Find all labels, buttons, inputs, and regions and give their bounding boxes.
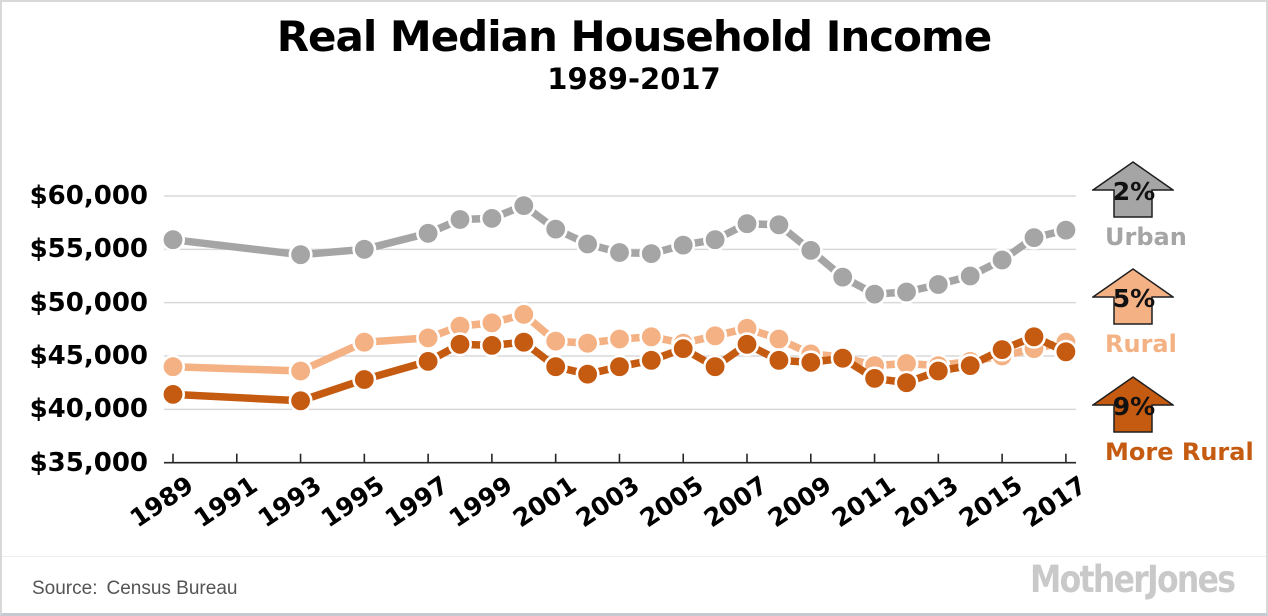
rural-point-1999 [479,310,504,335]
rural-point-1993 [288,358,313,383]
more-rural-point-2015 [990,337,1015,362]
more-rural-point-2005 [671,336,696,361]
more-rural-point-1999 [479,333,504,358]
rural-point-1997 [416,325,441,350]
urban-point-2011 [862,282,887,307]
more-rural-point-2000 [511,330,536,355]
more-rural-point-1989 [161,382,186,407]
more-rural-point-2007 [734,332,759,357]
urban-point-1997 [416,221,441,246]
more-rural-point-2001 [543,354,568,379]
more-rural-point-2004 [639,348,664,373]
up-arrow-icon [1090,161,1176,218]
urban-point-2002 [575,232,600,257]
legend-label-urban: Urban [1105,223,1187,251]
urban-point-2012 [894,279,919,304]
more-rural-point-2017 [1053,339,1078,364]
chart-header: Real Median Household Income 1989-2017 [0,12,1268,96]
more-rural-point-2012 [894,370,919,395]
more-rural-point-2008 [766,348,791,373]
rural-point-1989 [161,354,186,379]
y-axis-label: $40,000 [29,394,148,425]
more-rural-point-2011 [862,366,887,391]
urban-point-2015 [990,248,1015,273]
up-arrow-icon [1090,376,1176,433]
rural-point-2003 [607,326,632,351]
rural-point-2000 [511,302,536,327]
urban-point-2009 [798,238,823,263]
urban-point-2016 [1021,225,1046,250]
more-rural-point-1993 [288,388,313,413]
urban-point-2014 [958,263,983,288]
urban-point-2010 [830,265,855,290]
y-axis-label: $55,000 [29,234,148,265]
y-axis-label: $35,000 [29,447,148,478]
more-rural-point-2003 [607,354,632,379]
more-rural-point-2016 [1021,324,1046,349]
y-axis-label: $50,000 [29,287,148,318]
y-axis-label: $45,000 [29,341,148,372]
rural-point-2004 [639,324,664,349]
rural-point-1995 [352,330,377,355]
source-note: Source: Census Bureau [32,578,237,600]
urban-point-2005 [671,233,696,258]
more-rural-point-2006 [703,354,728,379]
rural-growth-arrow: 5% [1090,268,1176,325]
footer-divider [2,556,1266,557]
chart-subtitle: 1989-2017 [547,62,721,96]
y-axis-label: $60,000 [29,181,148,211]
urban-point-2001 [543,217,568,242]
rural-point-2001 [543,329,568,354]
more-rural-point-1997 [416,349,441,374]
urban-point-1993 [288,242,313,267]
legend-label-rural: Rural [1105,330,1177,358]
urban-point-2004 [639,241,664,266]
mother-jones-logo: MotherJones [1029,558,1236,601]
legend-pct-more-rural: 9% [1112,392,1156,421]
legend-item-rural: 5% Rural [1090,268,1268,358]
urban-point-1995 [352,237,377,262]
more-rural-point-1998 [447,332,472,357]
legend: 2% Urban 5% Rural 9% More Rural [1090,161,1268,471]
urban-point-1999 [479,206,504,231]
chart-title: Real Median Household Income [276,12,993,61]
source-label: Source: [32,578,98,599]
rural-point-2008 [766,326,791,351]
source-value: Census Bureau [106,578,238,599]
urban-point-2003 [607,240,632,265]
urban-point-2008 [766,212,791,237]
more-rural-point-1995 [352,367,377,392]
legend-item-more-rural: 9% More Rural [1090,376,1268,466]
urban-growth-arrow: 2% [1090,161,1176,218]
up-arrow-icon [1090,268,1176,325]
more-rural-point-2002 [575,362,600,387]
more-rural-point-2013 [926,358,951,383]
urban-point-1998 [447,207,472,232]
urban-point-2006 [703,227,728,252]
rural-point-2006 [703,323,728,348]
legend-label-more-rural: More Rural [1105,438,1254,466]
legend-pct-rural: 5% [1112,284,1156,313]
urban-point-2007 [734,211,759,236]
more-rural-growth-arrow: 9% [1090,376,1176,433]
urban-point-2013 [926,272,951,297]
urban-point-2017 [1053,218,1078,243]
urban-point-1989 [161,227,186,252]
more-rural-point-2009 [798,350,823,375]
urban-point-2000 [511,193,536,218]
more-rural-point-2010 [830,346,855,371]
rural-point-2002 [575,331,600,356]
more-rural-point-2014 [958,353,983,378]
legend-pct-urban: 2% [1112,177,1156,206]
legend-item-urban: 2% Urban [1090,161,1268,251]
